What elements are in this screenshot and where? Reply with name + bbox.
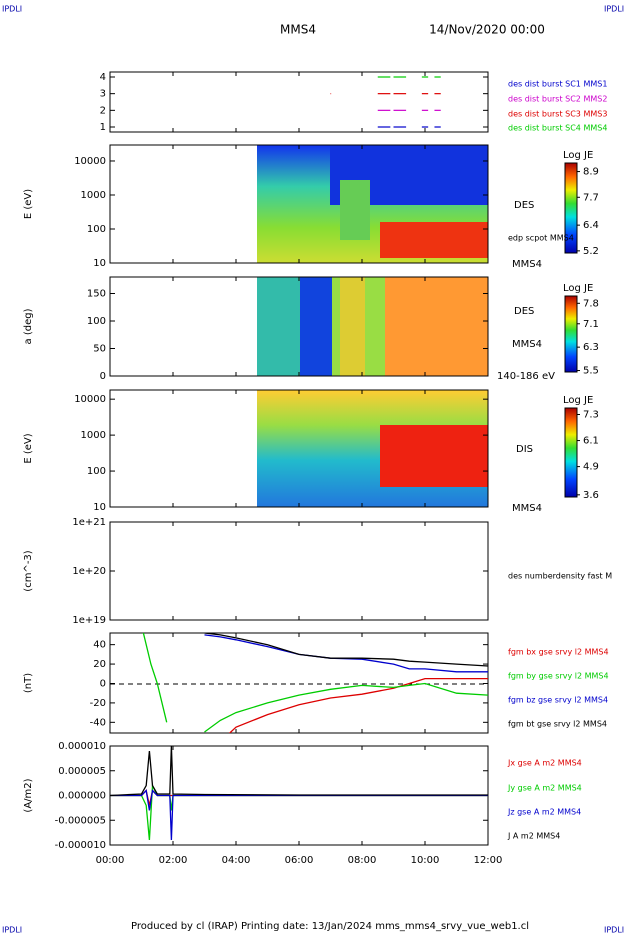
y-tick-label: 0.000010 xyxy=(58,741,106,752)
colorbar-tick-label: 7.8 xyxy=(583,298,599,309)
x-tick-label: 08:00 xyxy=(348,855,377,866)
x-tick-label: 02:00 xyxy=(159,855,188,866)
legend-entry: des dist burst SC1 MMS1 xyxy=(508,80,607,89)
legend-entry: Jz gse A m2 MMS4 xyxy=(507,808,581,817)
x-tick-label: 06:00 xyxy=(285,855,314,866)
colorbar-tick-label: 6.1 xyxy=(583,436,599,447)
colorbar-tick-label: 7.3 xyxy=(583,410,599,421)
y-tick-label: 1 xyxy=(100,122,106,133)
side-label: MMS4 xyxy=(512,503,542,514)
y-tick-label: 50 xyxy=(93,344,106,355)
legend-entry: J A m2 MMS4 xyxy=(507,832,560,841)
y-tick-label: 1000 xyxy=(81,190,106,201)
date: 14/Nov/2020 00:00 xyxy=(429,23,545,37)
y-axis-label: E (eV) xyxy=(23,189,34,219)
colorbar xyxy=(564,295,578,373)
legend-entry: des numberdensity fast M xyxy=(508,572,612,581)
corner: IPDLI xyxy=(604,926,624,934)
y-axis-label: a (deg) xyxy=(23,308,34,344)
colorbar-tick-label: 7.1 xyxy=(583,319,599,330)
corner: IPDLI xyxy=(604,5,624,14)
legend-entry: Jy gse A m2 MMS4 xyxy=(507,784,582,793)
y-tick-label: 0.000000 xyxy=(58,791,106,802)
y-tick-label: 1e+19 xyxy=(72,615,106,626)
y-axis-label: E (eV) xyxy=(23,433,34,463)
colorbar-tick-label: 4.9 xyxy=(583,462,599,473)
side-label: DES xyxy=(514,200,534,211)
panel-frame xyxy=(109,71,489,133)
legend-entry: des dist burst SC2 MMS2 xyxy=(508,95,607,104)
x-tick-label: 00:00 xyxy=(96,855,125,866)
colorbar-tick-label: 8.9 xyxy=(583,167,599,178)
colorbar-tick-label: 6.4 xyxy=(583,220,599,231)
series-line xyxy=(110,789,488,806)
side-label: MMS4 xyxy=(512,339,542,350)
panel-frame xyxy=(109,521,489,621)
y-tick-label: 0 xyxy=(100,371,106,382)
legend-entry: des dist burst SC4 MMS4 xyxy=(508,124,607,133)
y-tick-label: 10 xyxy=(93,258,106,269)
colorbar-title: Log JE xyxy=(563,150,593,161)
colorbar-tick-label: 7.7 xyxy=(583,192,599,203)
y-tick-label: 0.000005 xyxy=(58,766,106,777)
panel-frame xyxy=(109,632,489,734)
footer: Produced by cl (IRAP) Printing date: 13/… xyxy=(131,921,529,932)
side-label: edp scpot MMS4 xyxy=(508,234,574,243)
legend-entry: fgm bt gse srvy l2 MMS4 xyxy=(508,720,607,729)
y-tick-label: -0.000005 xyxy=(55,815,106,826)
spacecraft: MMS4 xyxy=(280,23,316,37)
y-tick-label: 4 xyxy=(100,72,106,83)
colorbar-tick-label: 5.2 xyxy=(583,246,599,257)
x-tick-label: 10:00 xyxy=(411,855,440,866)
y-tick-label: 100 xyxy=(87,466,106,477)
y-axis-label: (nT) xyxy=(23,673,34,693)
y-tick-label: 2 xyxy=(100,105,106,116)
side-label: MMS4 xyxy=(512,259,542,270)
y-tick-label: 3 xyxy=(100,89,106,100)
colorbar-title: Log JE xyxy=(563,395,593,406)
y-tick-label: 100 xyxy=(87,316,106,327)
legend-entry: fgm bz gse srvy l2 MMS4 xyxy=(508,696,608,705)
series-line xyxy=(110,746,488,797)
colorbar-tick-label: 3.6 xyxy=(583,490,599,501)
y-tick-label: 100 xyxy=(87,224,106,235)
x-tick-label: 04:00 xyxy=(222,855,251,866)
y-tick-label: 20 xyxy=(93,659,106,670)
y-tick-label: 1e+21 xyxy=(72,517,106,528)
y-tick-label: -40 xyxy=(90,717,106,728)
legend-entry: Jx gse A m2 MMS4 xyxy=(507,759,582,768)
colorbar-title: Log JE xyxy=(563,283,593,294)
colorbar xyxy=(564,162,578,254)
series-line xyxy=(204,633,488,667)
y-tick-label: 150 xyxy=(87,289,106,300)
legend-entry: fgm bx gse srvy l2 MMS4 xyxy=(508,648,609,657)
series-line xyxy=(142,633,488,733)
legend-entry: des dist burst SC3 MMS3 xyxy=(508,110,607,119)
y-tick-label: -0.000010 xyxy=(55,840,106,851)
side-label: 140-186 eV xyxy=(497,371,555,382)
y-axis-label: (cm^-3) xyxy=(23,550,34,591)
y-tick-label: 1000 xyxy=(81,430,106,441)
y-tick-label: 40 xyxy=(93,640,106,651)
side-label: DIS xyxy=(516,444,533,455)
corner: IPDLI xyxy=(2,5,22,14)
y-tick-label: -20 xyxy=(90,698,106,709)
y-tick-label: 1e+20 xyxy=(72,566,106,577)
corner: IPDLI xyxy=(2,926,22,934)
colorbar-tick-label: 5.5 xyxy=(583,366,599,377)
spectrogram-images xyxy=(257,145,488,507)
colorbar xyxy=(564,407,578,498)
x-tick-label: 12:00 xyxy=(474,855,503,866)
series-line xyxy=(110,789,488,841)
y-tick-label: 10 xyxy=(93,502,106,513)
side-label: DES xyxy=(514,306,534,317)
y-tick-label: 10000 xyxy=(74,156,106,167)
y-tick-label: 10000 xyxy=(74,394,106,405)
y-axis-label: (A/m2) xyxy=(23,778,34,812)
colorbar-tick-label: 6.3 xyxy=(583,342,599,353)
y-tick-label: 0 xyxy=(100,678,106,689)
series-line xyxy=(228,677,488,733)
legend-entry: fgm by gse srvy l2 MMS4 xyxy=(508,672,609,681)
